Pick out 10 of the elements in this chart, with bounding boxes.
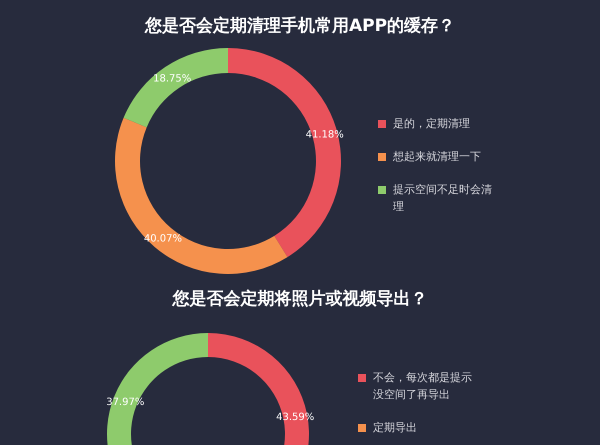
data-label: 18.75%: [153, 73, 192, 84]
legend-label: 不会，每次都是提示没空间了再导出: [373, 370, 473, 403]
chart-title: 您是否会定期将照片或视频导出？: [172, 288, 428, 310]
donut-slice: [124, 48, 228, 128]
donut-slice: [115, 118, 288, 274]
legend-label: 是的，定期清理: [393, 116, 471, 132]
legend-label: 定期导出: [373, 420, 418, 436]
legend-label: 提示空间不足时会清理: [393, 182, 493, 215]
chart-title: 您是否会定期清理手机常用APP的缓存？: [144, 15, 456, 37]
legend-label: 想起来就清理一下: [393, 149, 482, 165]
